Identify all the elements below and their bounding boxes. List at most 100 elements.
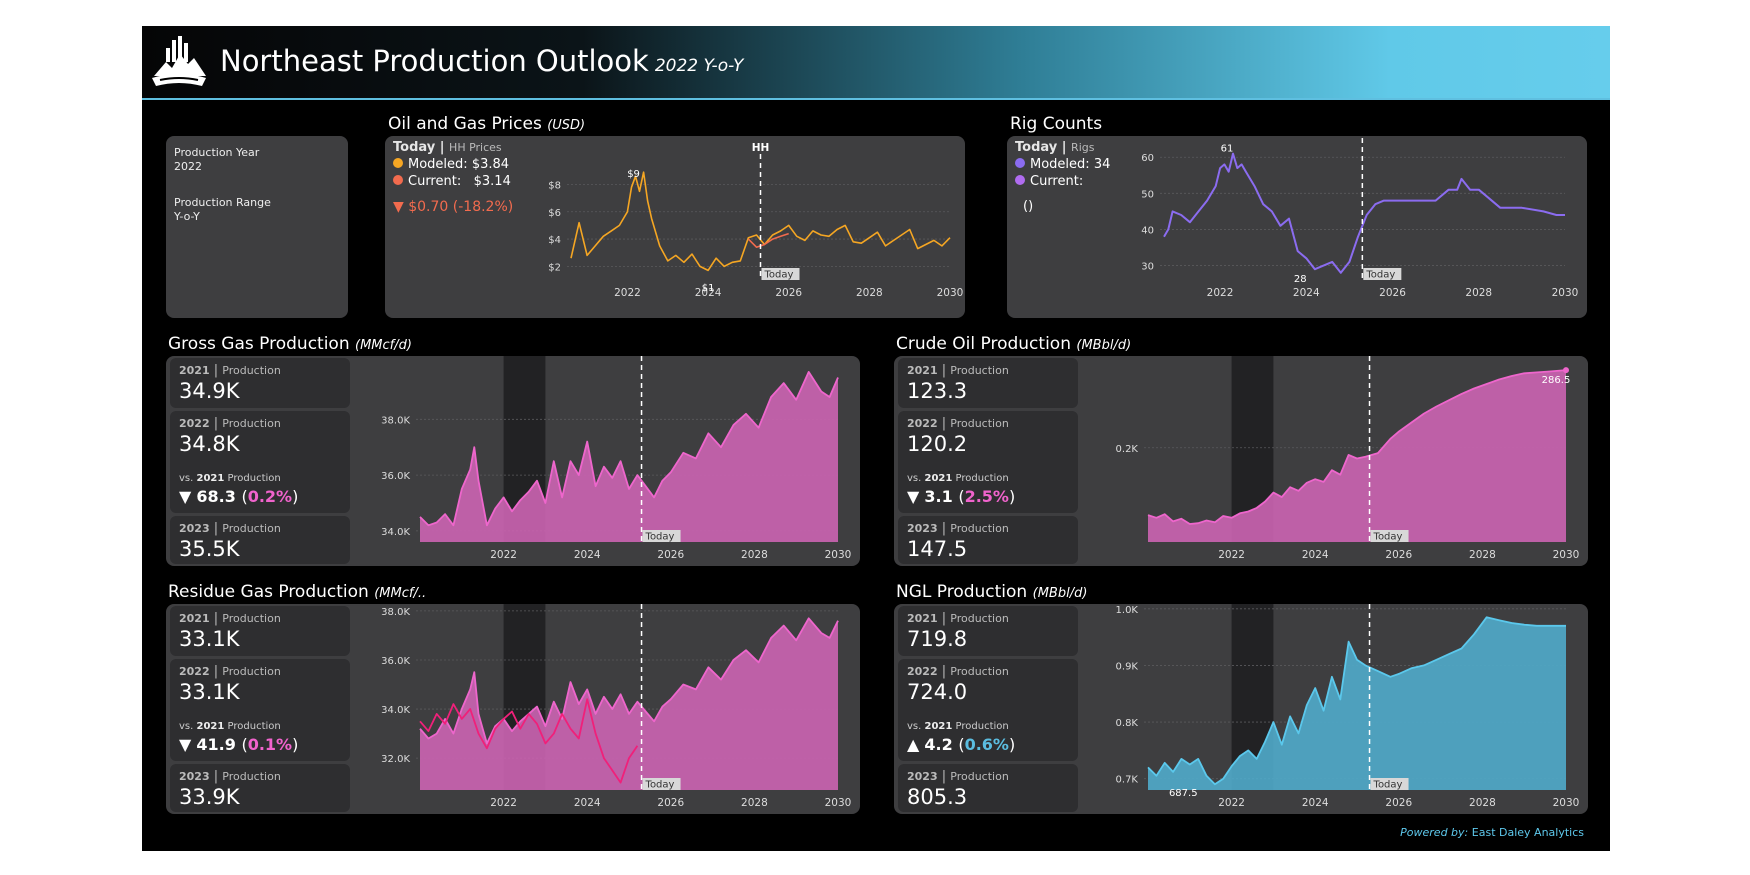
- ngl-kpi-2022-header: 2022 | Production: [907, 664, 1009, 679]
- ngl-kpi-2023-sep: |: [937, 769, 951, 784]
- ngl-panel: 2021 | Production 719.8 2022 | Production 7…: [894, 604, 1588, 814]
- ngl-change-arrow: ▲: [907, 735, 925, 754]
- gross-change-value: 68.3: [196, 487, 242, 506]
- prices-annotation-1: $1: [702, 283, 715, 294]
- gross-chart: 34.0K 36.0K 38.0K 2022 2024 2026 2028 2030 Today…: [381, 356, 851, 561]
- residue-title-text: Residue Gas Production: [168, 582, 369, 602]
- gross-kpi-2022-value: 34.8K: [179, 432, 240, 456]
- gross-kpi-2022: 2022 | Production 34.8K vs. 2021 Productio…: [170, 411, 350, 513]
- ngl-kpi-2023-label: Production: [950, 770, 1009, 783]
- rigs-title: Rig Counts: [1010, 114, 1103, 134]
- ngl-kpi-2023-header: 2023 | Production: [907, 769, 1009, 784]
- crude-end-point: [1563, 367, 1569, 374]
- ngl-kpi-2021-sep: |: [937, 611, 951, 626]
- gross-kpi-2021-year: 2021: [179, 364, 210, 377]
- prices-y-tick-2: $6: [548, 208, 561, 219]
- dashboard: Northeast Production Outlook 2022 Y-o-Y P…: [142, 26, 1610, 851]
- residue-kpi-2022: 2022 | Production 33.1K vs. 2021 Productio…: [170, 659, 350, 761]
- gross-kpi-2021-label: Production: [222, 364, 281, 377]
- rigs-y-tick-0: 30: [1141, 262, 1154, 273]
- ngl-x-tick-0: 2022: [1218, 797, 1245, 809]
- rigs-modeled-label: Modeled:: [1030, 157, 1090, 172]
- residue-kpi-2021-year: 2021: [179, 612, 210, 625]
- prices-change: ▼ $0.70 (-18.2%): [393, 199, 513, 216]
- prices-today-label: Today: [764, 270, 794, 281]
- filter-year-value[interactable]: 2022: [174, 160, 202, 173]
- rigs-today-label: Today: [1015, 140, 1058, 155]
- footer-credit[interactable]: Powered by: East Daley Analytics: [1400, 826, 1584, 839]
- prices-x-tick-2: 2026: [775, 287, 802, 299]
- rigs-modeled-dot: [1015, 158, 1025, 168]
- gross-change-open: (: [241, 487, 248, 506]
- gross-vs-label: Production: [224, 473, 281, 484]
- ngl-change: ▲ 4.2 (0.6%): [907, 735, 1015, 754]
- ngl-line-modeled: [1147, 616, 1566, 786]
- gross-kpi-2023-header: 2023 | Production: [179, 521, 281, 536]
- residue-x-tick-3: 2028: [741, 797, 768, 809]
- prices-modeled-value: $3.84: [471, 157, 510, 172]
- residue-x-tick-2: 2026: [657, 797, 684, 809]
- gross-panel: 2021 | Production 34.9K 2022 | Production 3…: [166, 356, 860, 566]
- residue-kpi-2021: 2021 | Production 33.1K: [170, 606, 350, 656]
- crude-kpi-2023-year: 2023: [907, 522, 938, 535]
- prices-y-tick-3: $8: [548, 180, 561, 191]
- residue-vs-label: Production: [224, 721, 281, 732]
- residue-today-label: Today: [645, 780, 675, 791]
- ngl-change-value: 4.2: [924, 735, 959, 754]
- residue-kpi-2023-header: 2023 | Production: [179, 769, 281, 784]
- gross-kpi-2022-sep: |: [209, 416, 223, 431]
- residue-kpi-2021-sep: |: [209, 611, 223, 626]
- residue-kpi-2022-year: 2022: [179, 665, 210, 678]
- crude-kpi-2023-header: 2023 | Production: [907, 521, 1009, 536]
- residue-change-value: 41.9: [196, 735, 242, 754]
- ngl-y-tick-0: 0.7K: [1116, 775, 1139, 786]
- ngl-kpi-2023-value: 805.3: [907, 785, 968, 809]
- crude-kpi-2022: 2022 | Production 120.2 vs. 2021 Productio…: [898, 411, 1078, 513]
- crude-kpi-2021-sep: |: [937, 363, 951, 378]
- gross-y-tick-2: 38.0K: [381, 415, 410, 426]
- rigs-x-tick-0: 2022: [1207, 287, 1234, 299]
- header-bar: Northeast Production Outlook 2022 Y-o-Y: [142, 26, 1610, 100]
- prices-modeled-legend: Modeled: $3.84: [393, 156, 513, 173]
- prices-current-dot: [393, 175, 403, 185]
- ngl-kpi-2023: 2023 | Production 805.3: [898, 764, 1078, 812]
- gross-kpi-2023-label: Production: [222, 522, 281, 535]
- rigs-modeled-legend: Modeled: 34: [1015, 156, 1110, 173]
- rigs-chart: 30 40 50 60 2022 2024 2026 2028 2030 Today 61 28: [1141, 138, 1579, 299]
- gross-unit: (MMcf/d): [355, 338, 412, 353]
- crude-vs-label: Production: [952, 473, 1009, 484]
- prices-unit: (USD): [547, 118, 586, 133]
- residue-kpi-2023-label: Production: [222, 770, 281, 783]
- gross-kpi-2021-sep: |: [209, 363, 223, 378]
- crude-kpi-2022-header: 2022 | Production: [907, 416, 1009, 431]
- prices-line-current: [747, 232, 789, 248]
- prices-line-modeled: [570, 171, 951, 272]
- crude-change-pct: 2.5%: [964, 487, 1009, 506]
- ngl-y-tick-3: 1.0K: [1116, 605, 1139, 616]
- residue-change: ▼ 41.9 (0.1%): [179, 735, 298, 754]
- crude-kpi-2022-year: 2022: [907, 417, 938, 430]
- residue-kpi-2021-header: 2021 | Production: [179, 611, 281, 626]
- filter-range-value[interactable]: Y-o-Y: [174, 210, 200, 223]
- gross-kpi-2023-year: 2023: [179, 522, 210, 535]
- crude-kpi-2021-value: 123.3: [907, 379, 968, 403]
- ngl-y-tick-1: 0.8K: [1116, 718, 1139, 729]
- ngl-vs-prefix: vs.: [907, 721, 925, 732]
- crude-x-tick-2: 2026: [1385, 549, 1412, 561]
- page-subtitle: 2022 Y-o-Y: [654, 56, 744, 76]
- rigs-x-tick-4: 2030: [1552, 287, 1579, 299]
- footer-brand: East Daley Analytics: [1471, 826, 1584, 839]
- rigs-current-dot: [1015, 175, 1025, 185]
- rigs-x-tick-3: 2028: [1465, 287, 1492, 299]
- filter-year-label: Production Year: [174, 146, 260, 159]
- ngl-kpi-2021-year: 2021: [907, 612, 938, 625]
- ngl-kpi-2022-value: 724.0: [907, 680, 968, 704]
- crude-annotation-0: 286.5: [1542, 375, 1571, 386]
- rigs-x-tick-2: 2026: [1379, 287, 1406, 299]
- prices-current-label: Current:: [408, 174, 462, 189]
- residue-vs-header: vs. 2021 Production: [179, 721, 281, 732]
- residue-area-modeled: [420, 618, 838, 790]
- rigs-y-tick-1: 40: [1141, 225, 1154, 236]
- crude-chart: 0.2K 2022 2024 2026 2028 2030 Today 286.5: [1116, 356, 1579, 561]
- residue-kpi-2023-year: 2023: [179, 770, 210, 783]
